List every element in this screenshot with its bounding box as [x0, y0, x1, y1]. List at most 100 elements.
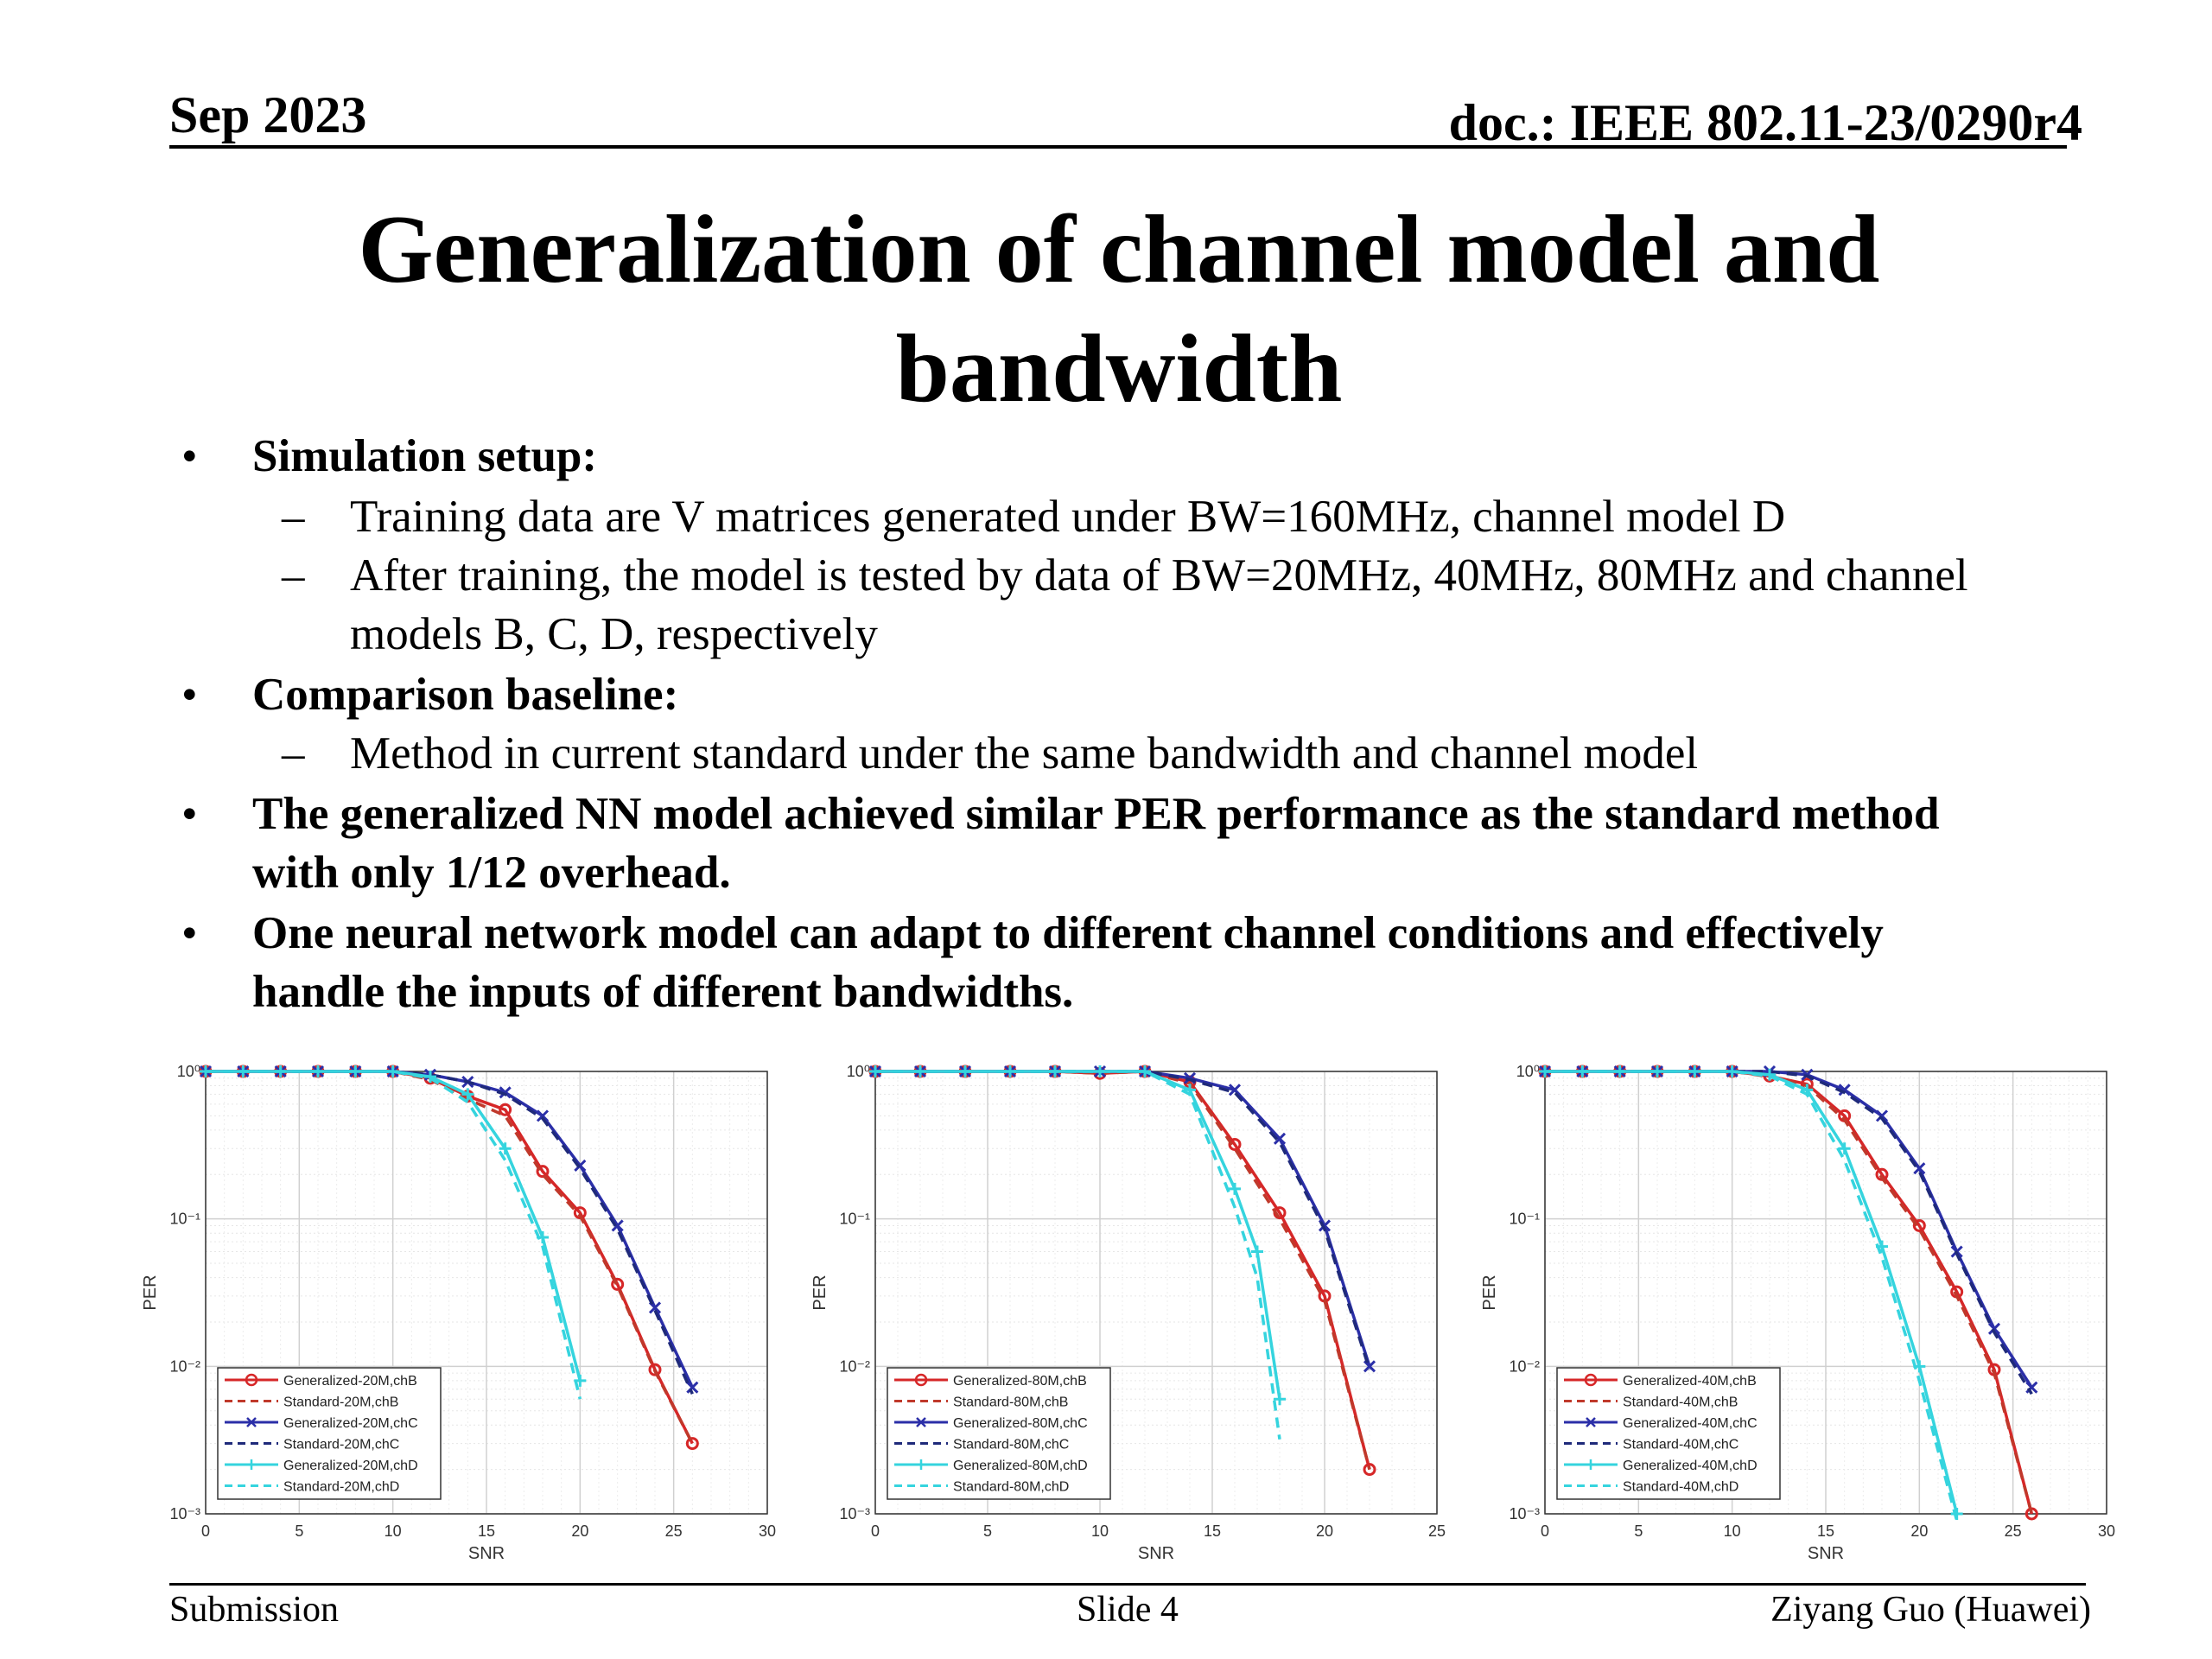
x-axis-label: SNR	[468, 1544, 505, 1563]
data-point	[685, 1437, 699, 1451]
x-tick-label: 10	[385, 1522, 402, 1540]
legend-label: Standard-40M,chD	[1623, 1480, 1738, 1495]
data-point	[686, 1381, 699, 1394]
data-point	[536, 1165, 550, 1179]
data-point	[1838, 1142, 1851, 1155]
chart-3: 0 5 10 15 20 25 30 10⁰ 10⁻¹ 10⁻² 10⁻³ SNR PER General…	[1480, 1063, 2115, 1563]
series-6	[1545, 1070, 1959, 1522]
plot-frame	[1544, 1071, 2107, 1515]
x-tick-label: 20	[1910, 1522, 1928, 1540]
legend-label: Standard-80M,chD	[953, 1480, 1069, 1495]
legend: Generalized-20M,chB Standard-20M,chB Gener…	[217, 1367, 442, 1500]
chart-2: 0 5 10 15 20 25 10⁰ 10⁻¹ 10⁻² 10⁻³ SNR PER Generaliz…	[810, 1063, 1446, 1563]
slide-title: Generalization of channel model and band…	[199, 190, 2039, 429]
data-point	[1838, 1084, 1851, 1096]
bullet-text: One neural network model can adapt to di…	[252, 908, 1884, 958]
chart-1: 0 5 10 15 20 25 30 10⁰ 10⁻¹ 10⁻² 10⁻³ SNR PER General…	[141, 1063, 776, 1563]
data-point	[1228, 1084, 1242, 1096]
y-axis-label: PER	[1480, 1274, 1499, 1310]
data-point	[1228, 1137, 1242, 1151]
legend-marker	[914, 1373, 928, 1387]
legend-marker	[246, 1459, 257, 1470]
footer-rule	[169, 1583, 2086, 1586]
legend-label: Standard-20M,chC	[283, 1438, 399, 1452]
series-line	[1545, 1070, 1959, 1515]
x-tick-label: 20	[1316, 1522, 1333, 1540]
legend-label: Generalized-40M,chD	[1623, 1459, 1758, 1473]
series-line	[206, 1070, 694, 1395]
plot-frame	[205, 1071, 768, 1515]
bullet-glyph: •	[181, 789, 198, 839]
x-tick-label: 0	[201, 1522, 210, 1540]
legend-label: Standard-40M,chC	[1623, 1438, 1738, 1452]
legend: Generalized-80M,chB Standard-80M,chB Gener…	[887, 1367, 1111, 1500]
data-point	[648, 1363, 662, 1376]
data-point	[499, 1142, 512, 1155]
plot-frame	[874, 1071, 1438, 1515]
y-tick-label: 10⁰	[177, 1063, 200, 1080]
series-line	[1545, 1070, 1959, 1522]
legend-box	[1556, 1367, 1781, 1500]
x-tick-label: 10	[1724, 1522, 1741, 1540]
y-tick-label: 10⁰	[847, 1063, 870, 1080]
legend-label: Generalized-80M,chB	[953, 1374, 1087, 1389]
x-axis-label: SNR	[1808, 1544, 1844, 1563]
x-tick-label: 5	[295, 1522, 303, 1540]
legend-label: Generalized-40M,chB	[1623, 1374, 1757, 1389]
x-tick-label: 20	[571, 1522, 588, 1540]
legend-label: Generalized-20M,chB	[283, 1374, 417, 1389]
legend-label: Standard-20M,chB	[283, 1395, 398, 1410]
x-tick-label: 15	[1204, 1522, 1221, 1540]
data-point	[1274, 1393, 1286, 1406]
y-tick-label: 10⁻²	[1509, 1357, 1540, 1375]
data-point	[536, 1109, 550, 1122]
dash-glyph: –	[282, 550, 305, 601]
header-rule	[169, 145, 2067, 149]
bullet-text: Simulation setup:	[252, 431, 598, 481]
bullet-text: The generalized NN model achieved simila…	[252, 789, 1940, 839]
footer-slide-number: Slide 4	[1077, 1590, 1179, 1630]
data-point	[1273, 1132, 1287, 1145]
x-tick-label: 5	[1634, 1522, 1643, 1540]
y-axis-label: PER	[141, 1274, 160, 1310]
legend-marker	[916, 1459, 926, 1470]
legend-marker	[245, 1373, 258, 1387]
data-point	[1229, 1182, 1241, 1195]
data-point	[611, 1277, 625, 1291]
bullet-text: After training, the model is tested by d…	[350, 550, 1968, 601]
y-tick-label: 10⁻²	[839, 1357, 870, 1375]
legend: Generalized-40M,chB Standard-40M,chB Gener…	[1556, 1367, 1781, 1500]
series-6	[206, 1070, 582, 1400]
series-line	[875, 1070, 1281, 1440]
data-point	[499, 1086, 512, 1099]
bullet-text: Method in current standard under the sam…	[350, 728, 1699, 779]
x-tick-label: 15	[478, 1522, 495, 1540]
x-tick-label: 25	[2005, 1522, 2022, 1540]
dash-glyph: –	[282, 728, 305, 779]
data-point	[1987, 1322, 2001, 1335]
data-point	[1875, 1109, 1889, 1122]
legend-label: Standard-80M,chB	[953, 1395, 1068, 1410]
y-tick-label: 10⁻²	[169, 1357, 200, 1375]
dash-glyph: –	[282, 492, 305, 542]
x-tick-label: 25	[665, 1522, 683, 1540]
header-date: Sep 2023	[169, 86, 367, 143]
legend-label: Standard-40M,chB	[1623, 1395, 1738, 1410]
data-point	[499, 1103, 512, 1116]
legend-marker	[246, 1417, 257, 1427]
y-tick-label: 10⁻¹	[839, 1211, 870, 1228]
legend-marker	[916, 1417, 926, 1427]
bullet-glyph: •	[181, 908, 198, 958]
bullet-text: Comparison baseline:	[252, 670, 679, 720]
x-axis-label: SNR	[1138, 1544, 1174, 1563]
x-tick-label: 15	[1817, 1522, 1834, 1540]
legend-marker	[1586, 1459, 1596, 1470]
legend-label: Generalized-40M,chC	[1623, 1416, 1758, 1431]
series-line	[1545, 1070, 2033, 1395]
slide-title-line-1: Generalization of channel model and	[358, 196, 1880, 303]
bullet-glyph: •	[181, 670, 198, 720]
x-tick-label: 30	[2098, 1522, 2115, 1540]
legend-label: Generalized-80M,chC	[953, 1416, 1088, 1431]
footer-submission: Submission	[169, 1590, 340, 1630]
